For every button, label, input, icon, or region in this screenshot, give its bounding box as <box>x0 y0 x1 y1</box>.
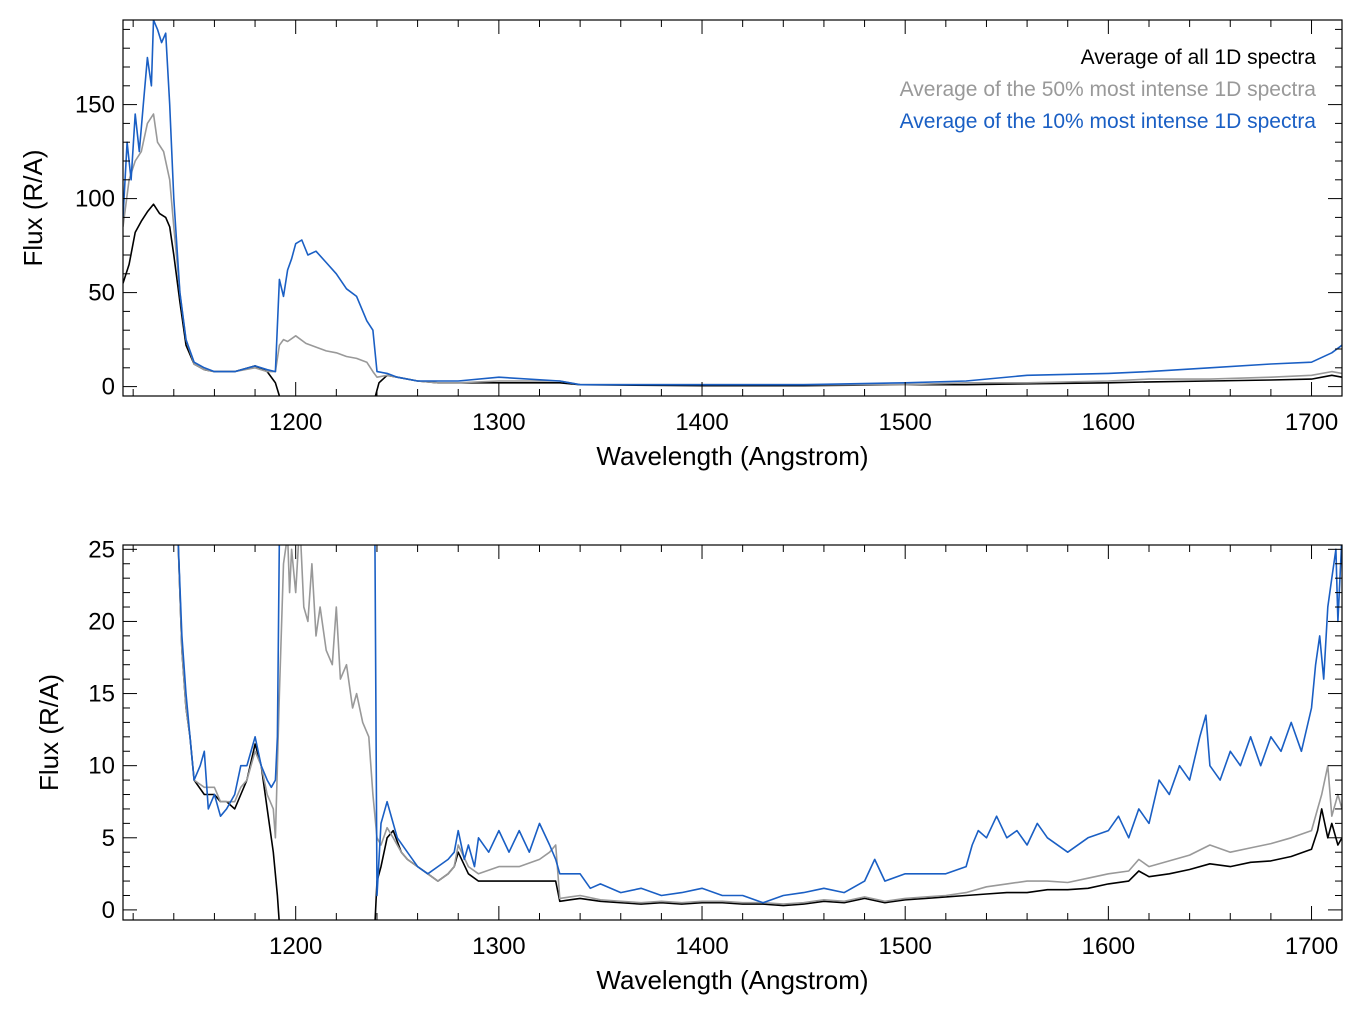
x-tick-label: 1300 <box>472 933 525 960</box>
y-tick-label: 10 <box>88 753 115 780</box>
x-axis-title: Wavelength (Angstrom) <box>596 965 868 995</box>
y-tick-label: 100 <box>75 186 115 213</box>
x-axis-title: Wavelength (Angstrom) <box>596 441 868 471</box>
bottom-panel: 1200 1300 1400 1500 1600 1700 0 5 10 15 20 25 Wavele… <box>34 536 1343 995</box>
y-tick-label: 50 <box>88 280 115 307</box>
y-axis-title: Flux (R/A) <box>34 674 64 791</box>
x-tick-label: 1400 <box>675 933 728 960</box>
y-tick-label: 15 <box>88 681 115 708</box>
series-line-p50 <box>123 113 1342 386</box>
y-tick-label: 5 <box>102 825 115 852</box>
y-tick-label: 0 <box>102 374 115 401</box>
y-tick-label: 0 <box>102 897 115 924</box>
plot-frame <box>122 19 1343 397</box>
x-tick-label: 1500 <box>878 409 931 436</box>
y-tick-label: 20 <box>88 608 115 635</box>
plot-area <box>123 20 1342 396</box>
x-tick-label: 1600 <box>1082 409 1135 436</box>
top-panel: 1200 1300 1400 1500 1600 1700 0 50 100 150 Wavelen… <box>18 19 1343 471</box>
legend: Average of all 1D spectra Average of the… <box>900 46 1317 133</box>
plot-frame <box>122 544 1343 921</box>
x-tick-label: 1200 <box>269 409 322 436</box>
legend-entry-all: Average of all 1D spectra <box>1081 46 1317 69</box>
legend-entry-p50: Average of the 50% most intense 1D spect… <box>900 78 1317 101</box>
y-tick-label: 150 <box>75 92 115 119</box>
series-line-all <box>177 545 1342 920</box>
x-tick-label: 1600 <box>1082 933 1135 960</box>
series-line-p50 <box>177 545 1342 905</box>
x-tick-label: 1200 <box>269 933 322 960</box>
x-tick-label: 1400 <box>675 409 728 436</box>
x-tick-label: 1500 <box>878 933 931 960</box>
x-tick-label: 1700 <box>1285 933 1338 960</box>
x-tick-label: 1300 <box>472 409 525 436</box>
legend-entry-p10: Average of the 10% most intense 1D spect… <box>900 110 1317 133</box>
x-tick-label: 1700 <box>1285 409 1338 436</box>
series-line-p10 <box>177 545 1342 904</box>
plot-area <box>177 545 1342 920</box>
y-axis-title: Flux (R/A) <box>18 150 48 267</box>
y-tick-label: 25 <box>88 536 115 563</box>
series-line-all <box>123 203 1342 396</box>
series-line-p10 <box>123 20 1342 386</box>
